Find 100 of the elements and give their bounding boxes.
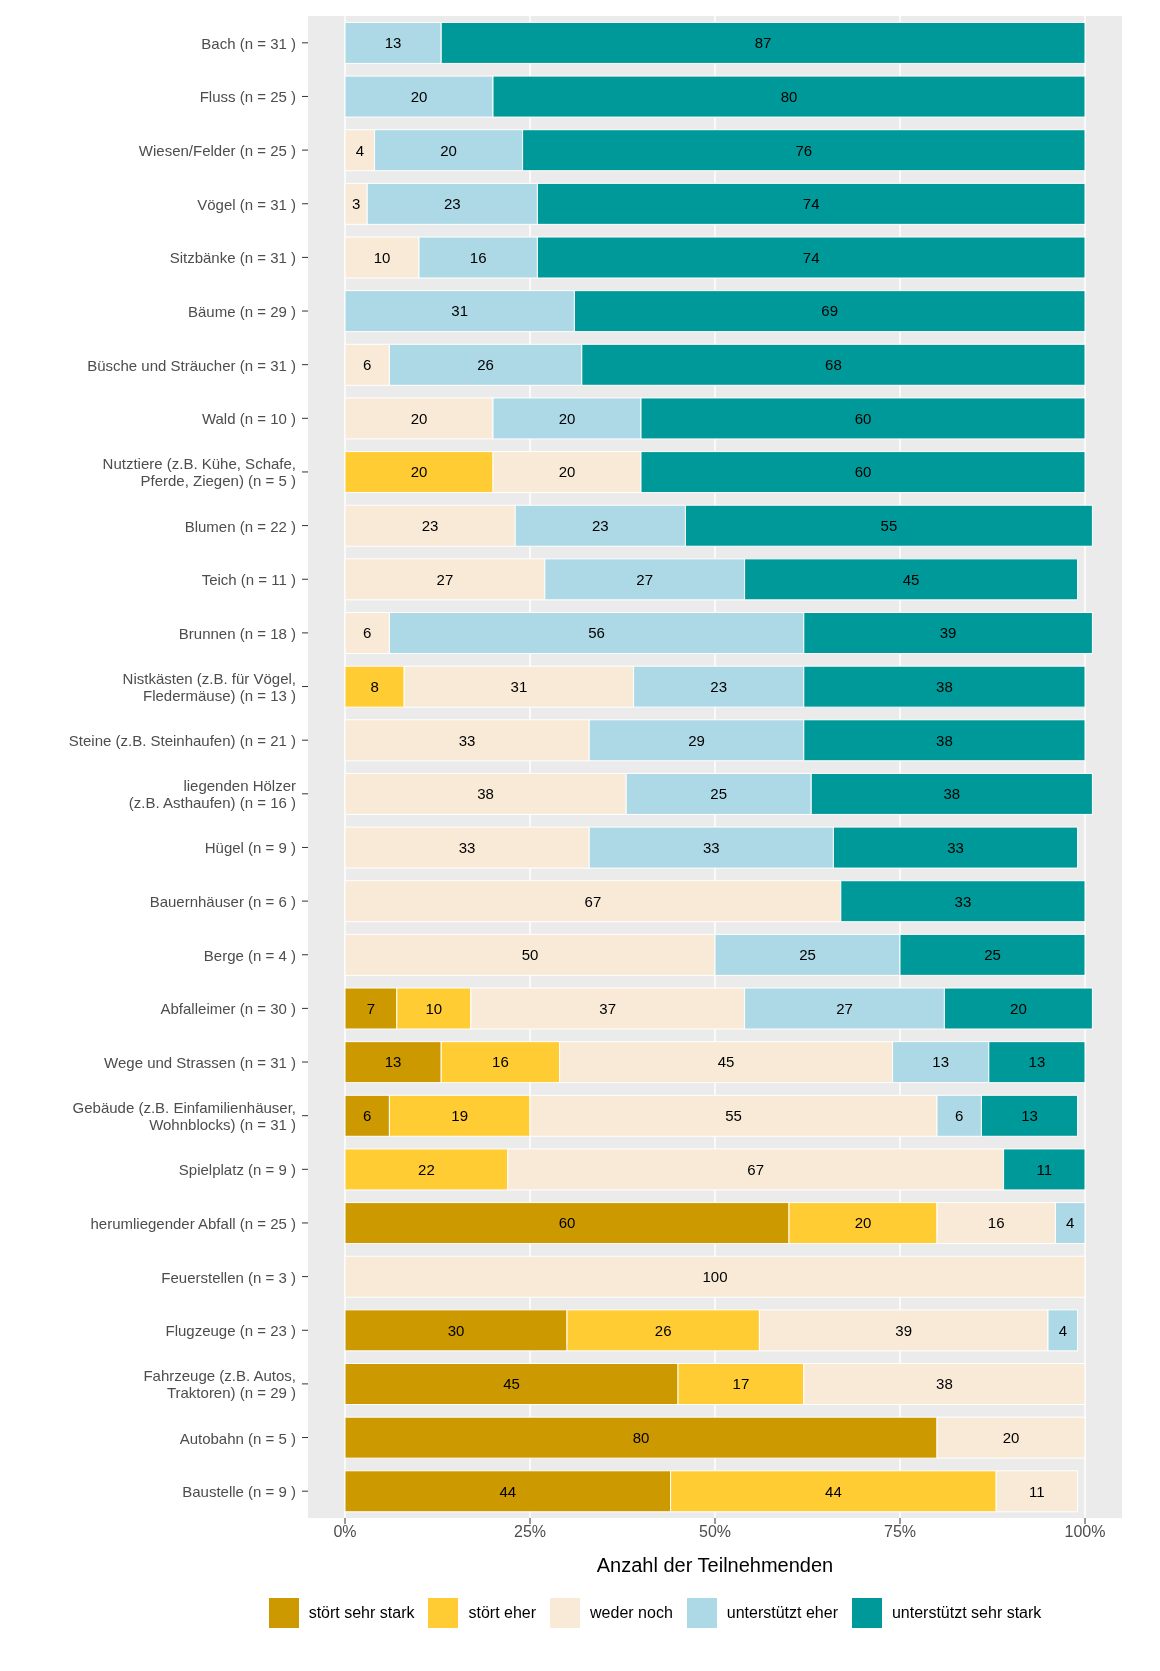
y-tick-label: Abfalleimer (n = 30 ) bbox=[160, 999, 296, 1017]
y-tick-label: Teich (n = 11 ) bbox=[201, 570, 296, 588]
y-tick-label: Gebäude (z.B. Einfamilienhäuser, Wohnblocks) (n = 31 ) bbox=[72, 1098, 296, 1133]
data-label: 33 bbox=[947, 838, 964, 856]
data-label: 68 bbox=[825, 356, 842, 374]
y-tick-label: Brunnen (n = 18 ) bbox=[178, 624, 296, 642]
data-label: 50 bbox=[521, 946, 539, 964]
data-label: 45 bbox=[902, 570, 920, 588]
y-tick-label: Steine (z.B. Steinhaufen) (n = 21 ) bbox=[68, 731, 296, 749]
data-label: 17 bbox=[732, 1375, 750, 1393]
data-label: 60 bbox=[854, 463, 872, 481]
data-label: 33 bbox=[954, 892, 972, 910]
data-label: 20 bbox=[558, 409, 576, 427]
data-label: 6 bbox=[363, 624, 372, 642]
x-tick-label: 25% bbox=[513, 1523, 547, 1541]
y-tick-label: Vögel (n = 31 ) bbox=[197, 195, 296, 213]
data-label: 8 bbox=[370, 677, 379, 695]
data-label: 38 bbox=[477, 785, 494, 803]
y-tick-label: Wald (n = 10 ) bbox=[201, 409, 296, 427]
y-tick-label: Büsche und Sträucher (n = 31 ) bbox=[87, 356, 296, 374]
data-label: 87 bbox=[754, 34, 772, 52]
data-label: 26 bbox=[654, 1321, 672, 1339]
data-label: 80 bbox=[780, 87, 798, 105]
data-label: 20 bbox=[558, 463, 576, 481]
y-tick-label: Bach (n = 31 ) bbox=[201, 34, 296, 52]
data-label: 37 bbox=[599, 999, 617, 1017]
data-label: 20 bbox=[1010, 999, 1027, 1017]
data-label: 60 bbox=[854, 409, 872, 427]
data-label: 25 bbox=[984, 946, 1001, 964]
data-label: 13 bbox=[384, 1053, 402, 1071]
data-label: 74 bbox=[802, 248, 820, 266]
data-label: 38 bbox=[936, 677, 953, 695]
data-label: 4 bbox=[1066, 1214, 1075, 1232]
legend-label: stört sehr stark bbox=[308, 1604, 415, 1622]
legend-label: weder noch bbox=[590, 1604, 673, 1622]
data-label: 13 bbox=[1028, 1053, 1046, 1071]
data-label: 16 bbox=[987, 1214, 1005, 1232]
x-tick-label: 50% bbox=[698, 1523, 732, 1541]
data-label: 67 bbox=[747, 1160, 765, 1178]
data-label: 25 bbox=[799, 946, 816, 964]
data-label: 69 bbox=[821, 302, 839, 320]
data-label: 4 bbox=[1058, 1321, 1067, 1339]
x-axis-title: Anzahl der Teilnehmenden bbox=[596, 1554, 834, 1576]
data-label: 20 bbox=[410, 409, 428, 427]
data-label: 16 bbox=[469, 248, 487, 266]
y-tick-label: Spielplatz (n = 9 ) bbox=[178, 1160, 296, 1178]
y-tick-label: Bauernhäuser (n = 6 ) bbox=[149, 892, 296, 910]
data-label: 7 bbox=[366, 999, 376, 1017]
data-label: 6 bbox=[363, 1107, 372, 1125]
y-tick-label: Fluss (n = 25 ) bbox=[199, 87, 296, 105]
data-label: 31 bbox=[451, 302, 469, 320]
data-label: 23 bbox=[421, 517, 439, 535]
data-label: 11 bbox=[1036, 1160, 1053, 1178]
data-label: 10 bbox=[373, 248, 391, 266]
data-label: 38 bbox=[943, 785, 961, 803]
data-label: 45 bbox=[503, 1375, 520, 1393]
data-label: 31 bbox=[510, 677, 528, 695]
data-label: 27 bbox=[636, 570, 654, 588]
legend-label: stört eher bbox=[468, 1604, 537, 1622]
y-tick-label: Baustelle (n = 9 ) bbox=[182, 1482, 296, 1500]
data-label: 20 bbox=[854, 1214, 872, 1232]
y-tick-label: Wiesen/Felder (n = 25 ) bbox=[138, 141, 296, 159]
data-label: 4 bbox=[355, 141, 364, 159]
data-label: 23 bbox=[710, 677, 728, 695]
data-label: 76 bbox=[795, 141, 813, 159]
data-label: 20 bbox=[1002, 1428, 1020, 1446]
data-label: 33 bbox=[458, 731, 476, 749]
data-label: 13 bbox=[384, 34, 402, 52]
data-label: 29 bbox=[688, 731, 705, 749]
y-tick-label: Bäume (n = 29 ) bbox=[188, 302, 296, 320]
data-label: 55 bbox=[725, 1107, 742, 1125]
data-label: 19 bbox=[451, 1107, 469, 1125]
data-label: 25 bbox=[710, 785, 728, 803]
y-tick-label: Wege und Strassen (n = 31 ) bbox=[104, 1053, 296, 1071]
y-tick-label: Blumen (n = 22 ) bbox=[184, 517, 296, 535]
data-label: 39 bbox=[939, 624, 957, 642]
data-label: 13 bbox=[1021, 1107, 1038, 1125]
data-label: 3 bbox=[351, 195, 361, 213]
legend-label: unterstützt eher bbox=[726, 1604, 838, 1622]
data-label: 44 bbox=[825, 1482, 842, 1500]
data-label: 27 bbox=[836, 999, 853, 1017]
data-label: 33 bbox=[458, 838, 476, 856]
y-tick-label: herumliegender Abfall (n = 25 ) bbox=[90, 1214, 296, 1232]
data-label: 16 bbox=[492, 1053, 509, 1071]
data-label: 56 bbox=[588, 624, 605, 642]
data-label: 23 bbox=[443, 195, 461, 213]
x-tick-label: 100% bbox=[1064, 1523, 1106, 1541]
y-tick-label: Nistkästen (z.B. für Vögel, Fledermäuse) (n = 13 ) bbox=[122, 669, 296, 704]
data-label: 60 bbox=[558, 1214, 576, 1232]
data-label: 45 bbox=[717, 1053, 735, 1071]
y-tick-label: Autobahn (n = 5 ) bbox=[179, 1429, 296, 1447]
data-label: 74 bbox=[802, 195, 820, 213]
data-label: 11 bbox=[1029, 1482, 1045, 1500]
y-tick-label: liegenden Hölzer (z.B. Asthaufen) (n = 16 ) bbox=[128, 776, 296, 811]
data-label: 6 bbox=[363, 356, 372, 374]
data-label: 100 bbox=[702, 1268, 728, 1286]
data-label: 26 bbox=[477, 356, 494, 374]
data-label: 38 bbox=[936, 731, 953, 749]
data-label: 20 bbox=[410, 87, 428, 105]
data-label: 20 bbox=[410, 463, 428, 481]
